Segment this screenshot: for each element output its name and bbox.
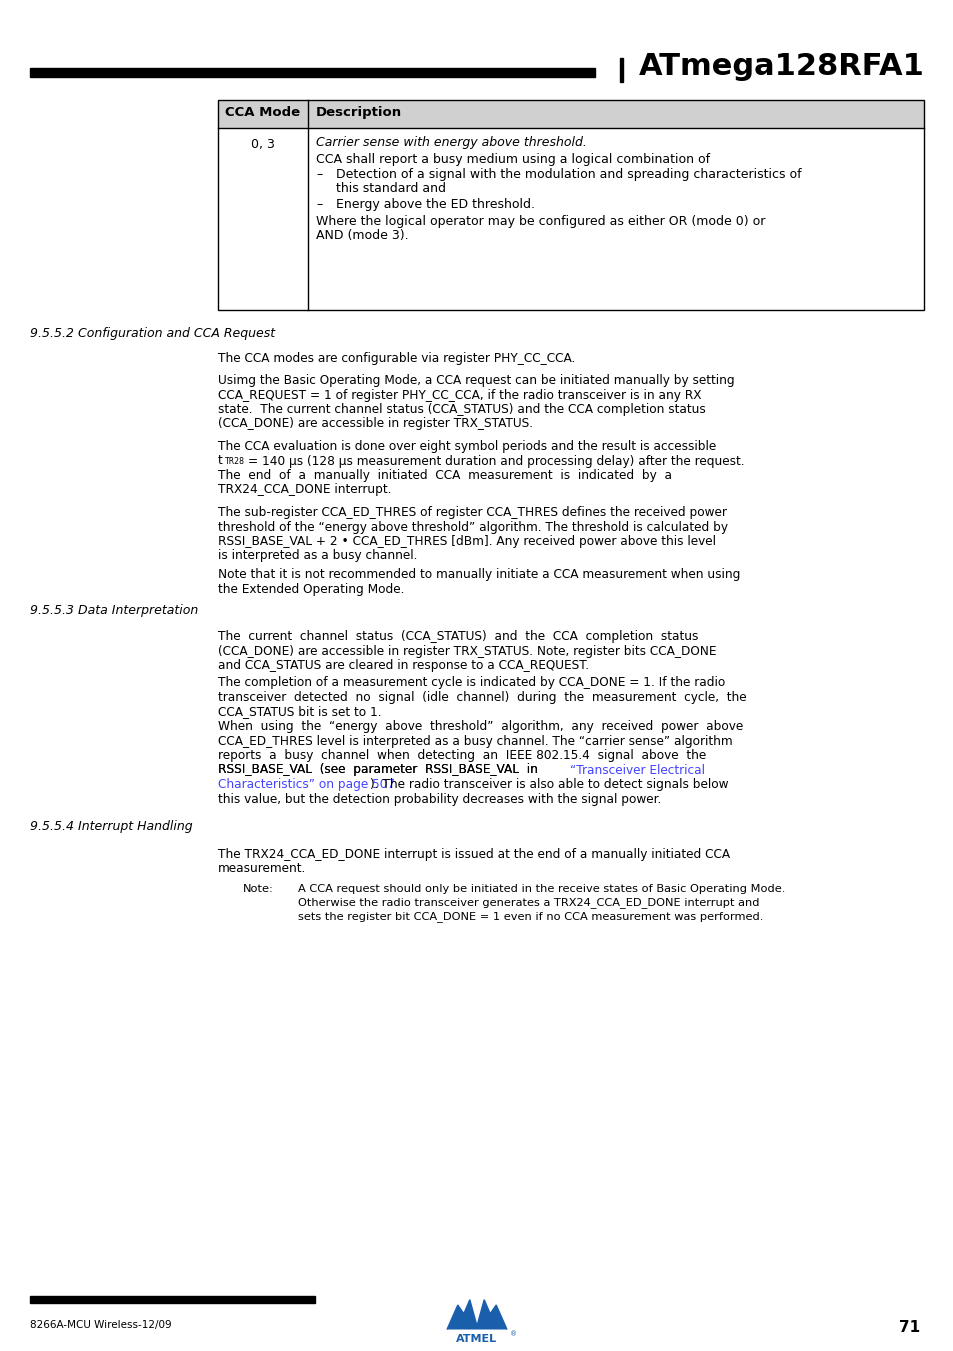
- Text: TR28: TR28: [224, 458, 244, 466]
- Text: reports  a  busy  channel  when  detecting  an  IEEE 802.15.4  signal  above  th: reports a busy channel when detecting an…: [218, 748, 705, 762]
- Text: t: t: [218, 454, 222, 467]
- Text: Otherwise the radio transceiver generates a TRX24_CCA_ED_DONE interrupt and: Otherwise the radio transceiver generate…: [297, 897, 759, 908]
- Text: RSSI_BASE_VAL  (see  parameter  RSSI_BASE_VAL  in: RSSI_BASE_VAL (see parameter RSSI_BASE_V…: [218, 763, 545, 777]
- Text: The completion of a measurement cycle is indicated by CCA_DONE = 1. If the radio: The completion of a measurement cycle is…: [218, 676, 724, 689]
- Bar: [218, 100, 923, 309]
- Text: Description: Description: [315, 105, 402, 119]
- Text: Where the logical operator may be configured as either OR (mode 0) or: Where the logical operator may be config…: [315, 215, 764, 228]
- Text: Carrier sense with energy above threshold.: Carrier sense with energy above threshol…: [315, 136, 586, 149]
- Text: 9.5.5.2 Configuration and CCA Request: 9.5.5.2 Configuration and CCA Request: [30, 327, 274, 340]
- Text: ®: ®: [510, 1332, 517, 1337]
- Text: AND (mode 3).: AND (mode 3).: [315, 230, 408, 242]
- Text: The  current  channel  status  (CCA_STATUS)  and  the  CCA  completion  status: The current channel status (CCA_STATUS) …: [218, 630, 698, 643]
- Text: The CCA modes are configurable via register PHY_CC_CCA.: The CCA modes are configurable via regis…: [218, 353, 575, 365]
- Text: Usimg the Basic Operating Mode, a CCA request can be initiated manually by setti: Usimg the Basic Operating Mode, a CCA re…: [218, 374, 734, 386]
- Text: 0, 3: 0, 3: [251, 138, 274, 151]
- Text: ). The radio transceiver is also able to detect signals below: ). The radio transceiver is also able to…: [370, 778, 728, 790]
- Text: (CCA_DONE) are accessible in register TRX_STATUS. Note, register bits CCA_DONE: (CCA_DONE) are accessible in register TR…: [218, 644, 716, 658]
- Text: sets the register bit CCA_DONE = 1 even if no CCA measurement was performed.: sets the register bit CCA_DONE = 1 even …: [297, 911, 762, 921]
- PathPatch shape: [447, 1300, 506, 1329]
- Text: ATMEL: ATMEL: [456, 1335, 497, 1344]
- Text: CCA Mode: CCA Mode: [225, 105, 300, 119]
- Text: threshold of the “energy above threshold” algorithm. The threshold is calculated: threshold of the “energy above threshold…: [218, 520, 727, 534]
- Text: this standard and: this standard and: [335, 182, 446, 195]
- Text: When  using  the  “energy  above  threshold”  algorithm,  any  received  power  : When using the “energy above threshold” …: [218, 720, 742, 734]
- Text: A CCA request should only be initiated in the receive states of Basic Operating : A CCA request should only be initiated i…: [297, 884, 784, 894]
- Text: Note that it is not recommended to manually initiate a CCA measurement when usin: Note that it is not recommended to manua…: [218, 567, 740, 581]
- Text: (CCA_DONE) are accessible in register TRX_STATUS.: (CCA_DONE) are accessible in register TR…: [218, 417, 533, 431]
- Text: 8266A-MCU Wireless-12/09: 8266A-MCU Wireless-12/09: [30, 1320, 172, 1329]
- Text: The TRX24_CCA_ED_DONE interrupt is issued at the end of a manually initiated CCA: The TRX24_CCA_ED_DONE interrupt is issue…: [218, 848, 729, 861]
- Text: –: –: [315, 199, 322, 211]
- Text: and CCA_STATUS are cleared in response to a CCA_REQUEST.: and CCA_STATUS are cleared in response t…: [218, 659, 588, 671]
- Text: this value, but the detection probability decreases with the signal power.: this value, but the detection probabilit…: [218, 793, 660, 805]
- Text: RSSI_BASE_VAL + 2 • CCA_ED_THRES [dBm]. Any received power above this level: RSSI_BASE_VAL + 2 • CCA_ED_THRES [dBm]. …: [218, 535, 716, 549]
- Text: Note:: Note:: [243, 884, 274, 894]
- Bar: [218, 100, 923, 128]
- Text: 71: 71: [898, 1320, 919, 1335]
- Text: is interpreted as a busy channel.: is interpreted as a busy channel.: [218, 550, 417, 562]
- Text: state.  The current channel status (CCA_STATUS) and the CCA completion status: state. The current channel status (CCA_S…: [218, 403, 705, 416]
- Text: “Transceiver Electrical: “Transceiver Electrical: [569, 763, 704, 777]
- Text: 9.5.5.4 Interrupt Handling: 9.5.5.4 Interrupt Handling: [30, 820, 193, 834]
- Text: CCA_ED_THRES level is interpreted as a busy channel. The “carrier sense” algorit: CCA_ED_THRES level is interpreted as a b…: [218, 735, 732, 747]
- Text: TRX24_CCA_DONE interrupt.: TRX24_CCA_DONE interrupt.: [218, 484, 391, 497]
- Text: RSSI_BASE_VAL  (see  parameter  RSSI_BASE_VAL  in: RSSI_BASE_VAL (see parameter RSSI_BASE_V…: [218, 763, 545, 777]
- Text: The  end  of  a  manually  initiated  CCA  measurement  is  indicated  by  a: The end of a manually initiated CCA meas…: [218, 469, 671, 482]
- Text: Characteristics” on page 507: Characteristics” on page 507: [218, 778, 395, 790]
- Text: 9.5.5.3 Data Interpretation: 9.5.5.3 Data Interpretation: [30, 604, 198, 617]
- Bar: [619, 58, 622, 82]
- Text: ATmega128RFA1: ATmega128RFA1: [639, 51, 924, 81]
- Text: Detection of a signal with the modulation and spreading characteristics of: Detection of a signal with the modulatio…: [335, 168, 801, 181]
- Text: = 140 μs (128 μs measurement duration and processing delay) after the request.: = 140 μs (128 μs measurement duration an…: [248, 454, 743, 467]
- Text: Energy above the ED threshold.: Energy above the ED threshold.: [335, 199, 535, 211]
- Bar: [30, 68, 595, 77]
- Text: transceiver  detected  no  signal  (idle  channel)  during  the  measurement  cy: transceiver detected no signal (idle cha…: [218, 690, 746, 704]
- Text: The sub-register CCA_ED_THRES of register CCA_THRES defines the received power: The sub-register CCA_ED_THRES of registe…: [218, 507, 726, 519]
- Text: CCA_REQUEST = 1 of register PHY_CC_CCA, if the radio transceiver is in any RX: CCA_REQUEST = 1 of register PHY_CC_CCA, …: [218, 389, 700, 401]
- Text: CCA shall report a busy medium using a logical combination of: CCA shall report a busy medium using a l…: [315, 153, 709, 166]
- Text: –: –: [315, 168, 322, 181]
- Text: measurement.: measurement.: [218, 862, 306, 875]
- Text: the Extended Operating Mode.: the Extended Operating Mode.: [218, 582, 404, 596]
- Bar: [30, 1296, 314, 1302]
- Text: The CCA evaluation is done over eight symbol periods and the result is accessibl: The CCA evaluation is done over eight sy…: [218, 440, 716, 453]
- Text: CCA_STATUS bit is set to 1.: CCA_STATUS bit is set to 1.: [218, 705, 381, 717]
